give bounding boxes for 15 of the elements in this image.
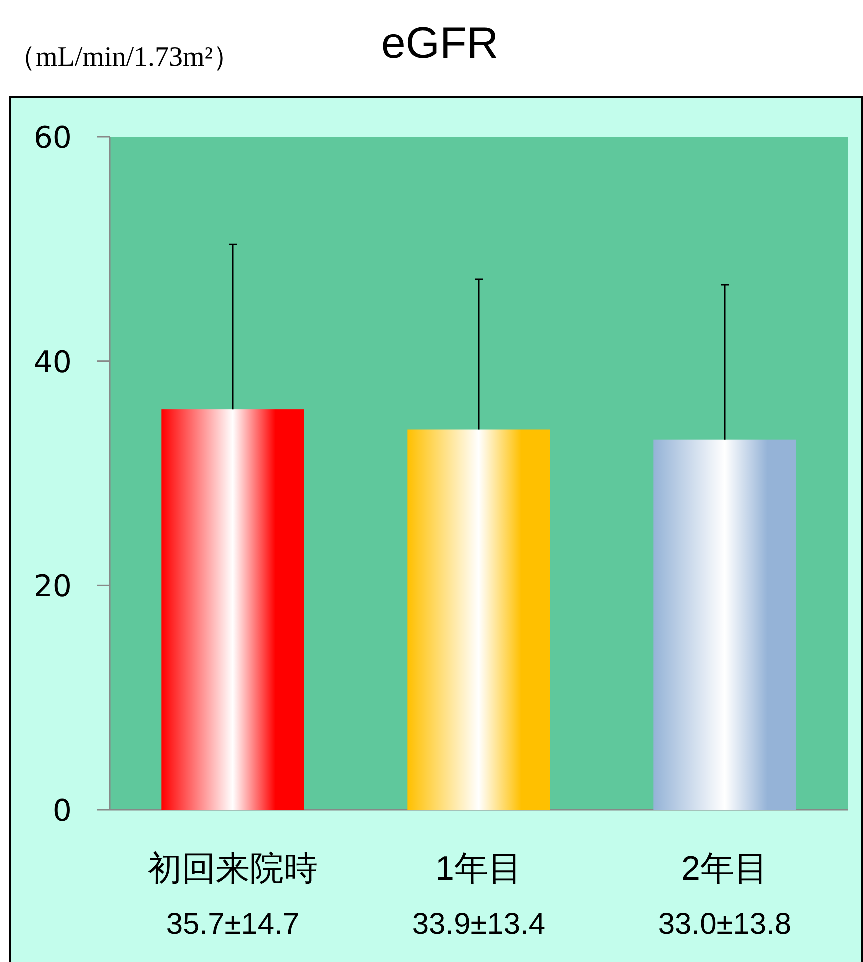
data-label: 33.9±13.4 bbox=[412, 908, 546, 941]
chart-title: eGFR bbox=[381, 19, 499, 68]
x-tick-label: 2年目 bbox=[682, 850, 768, 888]
data-label: 35.7±14.7 bbox=[166, 908, 300, 941]
y-tick-label: 20 bbox=[34, 570, 72, 605]
y-tick-label: 40 bbox=[34, 345, 72, 380]
y-axis-title: （mL/min/1.73m²） bbox=[8, 42, 242, 73]
bar bbox=[162, 410, 304, 810]
data-label: 33.0±13.8 bbox=[658, 908, 792, 941]
y-tick-label: 0 bbox=[52, 794, 72, 829]
bar bbox=[408, 430, 550, 810]
x-tick-label: 1年目 bbox=[436, 850, 522, 888]
bar bbox=[654, 440, 796, 810]
y-tick-label: 60 bbox=[34, 121, 72, 156]
x-tick-label: 初回来院時 bbox=[148, 850, 318, 888]
